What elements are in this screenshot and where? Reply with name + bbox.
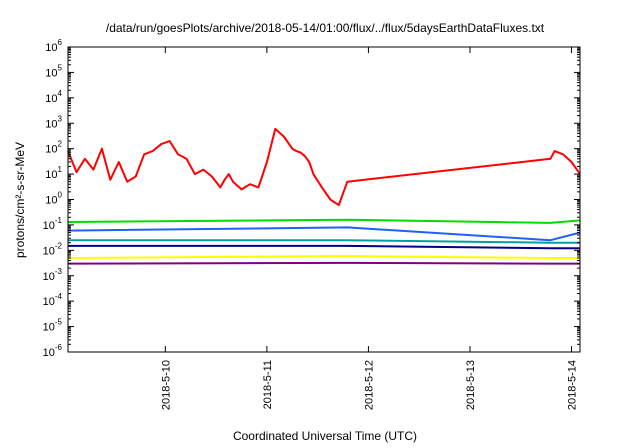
y-tick-label-base: 10 [43, 347, 55, 359]
chart-title: /data/run/goesPlots/archive/2018-05-14/0… [106, 21, 545, 35]
x-tick-label: 2018-5-11 [262, 360, 274, 409]
y-tick-label-exponent: -6 [55, 343, 63, 352]
y-tick-label-base: 10 [45, 144, 57, 156]
y-tick-label-exponent: 0 [58, 191, 63, 200]
y-axis-title: protons/cm²-s-sr-MeV [13, 142, 27, 258]
y-tick-label-base: 10 [43, 296, 55, 308]
y-tick-label-exponent: 6 [58, 38, 63, 47]
y-tick-label-exponent: -4 [55, 292, 63, 301]
y-tick-label-base: 10 [45, 67, 57, 79]
y-tick-label-exponent: 2 [58, 140, 63, 149]
y-tick-label-exponent: 3 [58, 114, 63, 123]
y-tick-label-base: 10 [45, 93, 57, 105]
series-line-7 [68, 263, 580, 264]
x-tick-label: 2018-5-10 [160, 360, 172, 410]
x-tick-label: 2018-5-12 [363, 360, 375, 410]
y-tick-label-base: 10 [45, 42, 57, 54]
y-tick-label-base: 10 [43, 322, 55, 334]
x-axis-title: Coordinated Universal Time (UTC) [233, 429, 417, 443]
y-tick-label-base: 10 [45, 195, 57, 207]
y-tick-label-base: 10 [43, 271, 55, 283]
y-tick-label-exponent: -3 [55, 267, 63, 276]
y-tick-label-exponent: -1 [55, 216, 63, 225]
y-tick-label-base: 10 [45, 169, 57, 181]
y-tick-label-base: 10 [43, 220, 55, 232]
y-tick-label-base: 10 [43, 245, 55, 257]
y-tick-label-exponent: -5 [55, 318, 63, 327]
x-tick-label: 2018-5-14 [567, 360, 579, 410]
y-tick-label-exponent: 5 [58, 63, 63, 72]
y-tick-label-exponent: 4 [58, 89, 63, 98]
y-tick-label-base: 10 [45, 118, 57, 130]
y-tick-label-exponent: -2 [55, 241, 63, 250]
x-tick-label: 2018-5-13 [465, 360, 477, 410]
y-tick-label-exponent: 1 [58, 165, 63, 174]
